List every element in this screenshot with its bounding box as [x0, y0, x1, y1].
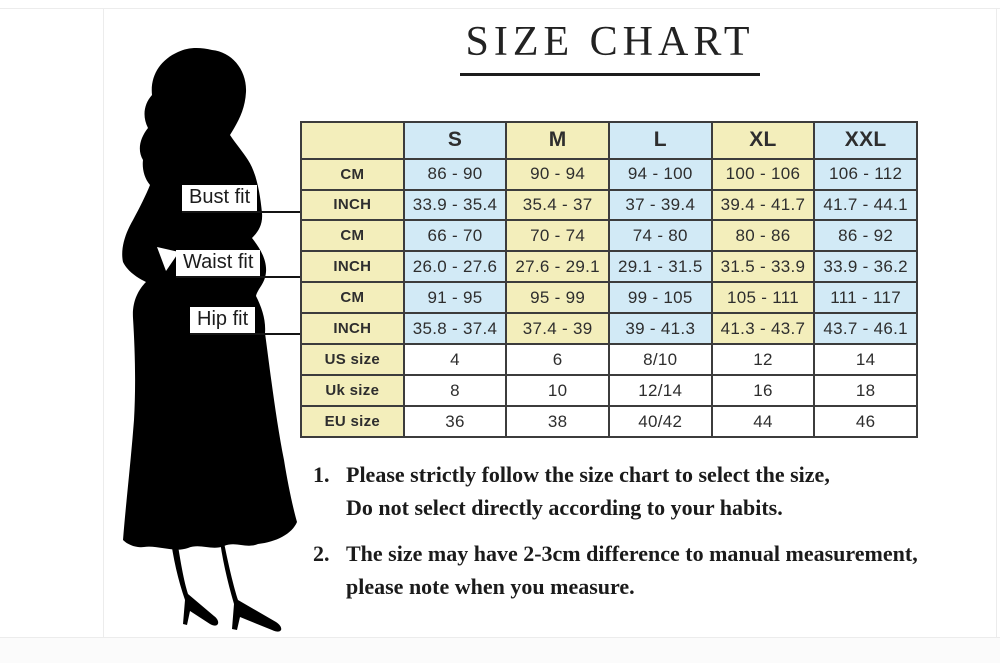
- note-line: Do not select directly according to your…: [346, 495, 783, 520]
- table-cell: 74 - 80: [607, 219, 713, 253]
- note-line: The size may have 2-3cm difference to ma…: [346, 541, 918, 566]
- table-cell: 39.4 - 41.7: [710, 188, 816, 222]
- row-label: CM: [300, 281, 405, 315]
- row-label: INCH: [300, 188, 405, 222]
- table-cell: 12/14: [607, 374, 713, 408]
- table-cell: 29.1 - 31.5: [607, 250, 713, 284]
- row-label: CM: [300, 157, 405, 191]
- table-cell: 16: [710, 374, 816, 408]
- table-cell: 35.4 - 37: [505, 188, 610, 222]
- hip-fit-callout: Hip fit: [190, 307, 300, 335]
- table-cell: 27.6 - 29.1: [505, 250, 610, 284]
- page-title-text: SIZE CHART: [459, 18, 761, 76]
- table-cell: 86 - 90: [402, 157, 508, 191]
- table-cell: 41.7 - 44.1: [813, 188, 918, 222]
- canvas-bottom-strip: [0, 638, 1000, 663]
- canvas-seam-bottom: [0, 637, 1000, 638]
- table-cell: 111 - 117: [813, 281, 918, 315]
- table-cell: 106 - 112: [813, 157, 918, 191]
- note-number: 2.: [313, 541, 330, 566]
- table-cell: 38: [505, 405, 610, 438]
- size-header-l: L: [607, 121, 713, 160]
- table-cell: 41.3 - 43.7: [710, 312, 816, 346]
- size-header-xl: XL: [710, 121, 816, 160]
- bust-fit-label: Bust fit: [182, 185, 258, 211]
- note-1: 1. Please strictly follow the size chart…: [313, 458, 983, 524]
- waist-fit-label: Waist fit: [176, 250, 261, 276]
- us-size-row: US size 4 6 8/10 12 14: [300, 343, 918, 377]
- table-cell: 33.9 - 35.4: [402, 188, 508, 222]
- table-cell: 35.8 - 37.4: [402, 312, 508, 346]
- table-cell: 6: [505, 343, 610, 377]
- row-label: Uk size: [300, 374, 405, 408]
- table-cell: 70 - 74: [505, 219, 610, 253]
- canvas-seam-top: [0, 8, 1000, 9]
- note-text: Please strictly follow the size chart to…: [346, 458, 983, 524]
- table-cell: 31.5 - 33.9: [710, 250, 816, 284]
- table-cell: 39 - 41.3: [607, 312, 713, 346]
- row-label: US size: [300, 343, 405, 377]
- table-cell: 37.4 - 39: [505, 312, 610, 346]
- table-cell: 12: [710, 343, 816, 377]
- bust-cm-row: CM 86 - 90 90 - 94 94 - 100 100 - 106 10…: [300, 157, 918, 191]
- size-header-row: S M L XL XXL: [300, 121, 918, 160]
- waist-inch-row: INCH 26.0 - 27.6 27.6 - 29.1 29.1 - 31.5…: [300, 250, 918, 284]
- table-cell: 40/42: [607, 405, 713, 438]
- table-cell: 95 - 99: [505, 281, 610, 315]
- hip-fit-label: Hip fit: [190, 307, 256, 333]
- table-cell: 91 - 95: [402, 281, 508, 315]
- canvas-seam-right: [996, 8, 997, 637]
- note-number: 1.: [313, 462, 330, 487]
- table-cell: 94 - 100: [607, 157, 713, 191]
- table-cell: 36: [402, 405, 508, 438]
- row-label: CM: [300, 219, 405, 253]
- uk-size-row: Uk size 8 10 12/14 16 18: [300, 374, 918, 408]
- body-outline: [122, 47, 298, 550]
- bust-inch-row: INCH 33.9 - 35.4 35.4 - 37 37 - 39.4 39.…: [300, 188, 918, 222]
- eu-size-row: EU size 36 38 40/42 44 46: [300, 405, 918, 438]
- size-header-s: S: [402, 121, 508, 160]
- table-cell: 8: [402, 374, 508, 408]
- table-cell: 100 - 106: [710, 157, 816, 191]
- table-cell: 80 - 86: [710, 219, 816, 253]
- woman-silhouette: [122, 47, 298, 632]
- size-header-xxl: XXL: [813, 121, 918, 160]
- page-title: SIZE CHART: [330, 18, 890, 76]
- row-label: EU size: [300, 405, 405, 438]
- corner-cell: [300, 121, 405, 160]
- table-cell: 14: [813, 343, 918, 377]
- hip-inch-row: INCH 35.8 - 37.4 37.4 - 39 39 - 41.3 41.…: [300, 312, 918, 346]
- arm-notch: [157, 247, 179, 271]
- table-cell: 18: [813, 374, 918, 408]
- size-header-m: M: [505, 121, 610, 160]
- note-line: please note when you measure.: [346, 574, 635, 599]
- table-cell: 26.0 - 27.6: [402, 250, 508, 284]
- table-cell: 37 - 39.4: [607, 188, 713, 222]
- waist-fit-callout: Waist fit: [176, 250, 300, 278]
- table-cell: 90 - 94: [505, 157, 610, 191]
- table-cell: 33.9 - 36.2: [813, 250, 918, 284]
- right-leg-heel: [219, 532, 282, 632]
- table-cell: 4: [402, 343, 508, 377]
- row-label: INCH: [300, 250, 405, 284]
- table-cell: 105 - 111: [710, 281, 816, 315]
- bust-fit-callout: Bust fit: [182, 185, 300, 213]
- note-2: 2. The size may have 2-3cm difference to…: [313, 537, 983, 603]
- note-line: Please strictly follow the size chart to…: [346, 462, 830, 487]
- table-cell: 8/10: [607, 343, 713, 377]
- note-text: The size may have 2-3cm difference to ma…: [346, 537, 983, 603]
- table-cell: 86 - 92: [813, 219, 918, 253]
- row-label: INCH: [300, 312, 405, 346]
- table-cell: 99 - 105: [607, 281, 713, 315]
- table-cell: 10: [505, 374, 610, 408]
- hip-cm-row: CM 91 - 95 95 - 99 99 - 105 105 - 111 11…: [300, 281, 918, 315]
- size-table: S M L XL XXL CM 86 - 90 90 - 94 94 - 100…: [300, 121, 918, 438]
- table-cell: 43.7 - 46.1: [813, 312, 918, 346]
- waist-cm-row: CM 66 - 70 70 - 74 74 - 80 80 - 86 86 - …: [300, 219, 918, 253]
- table-cell: 66 - 70: [402, 219, 508, 253]
- table-cell: 44: [710, 405, 816, 438]
- table-cell: 46: [813, 405, 918, 438]
- canvas-seam-left: [103, 8, 104, 637]
